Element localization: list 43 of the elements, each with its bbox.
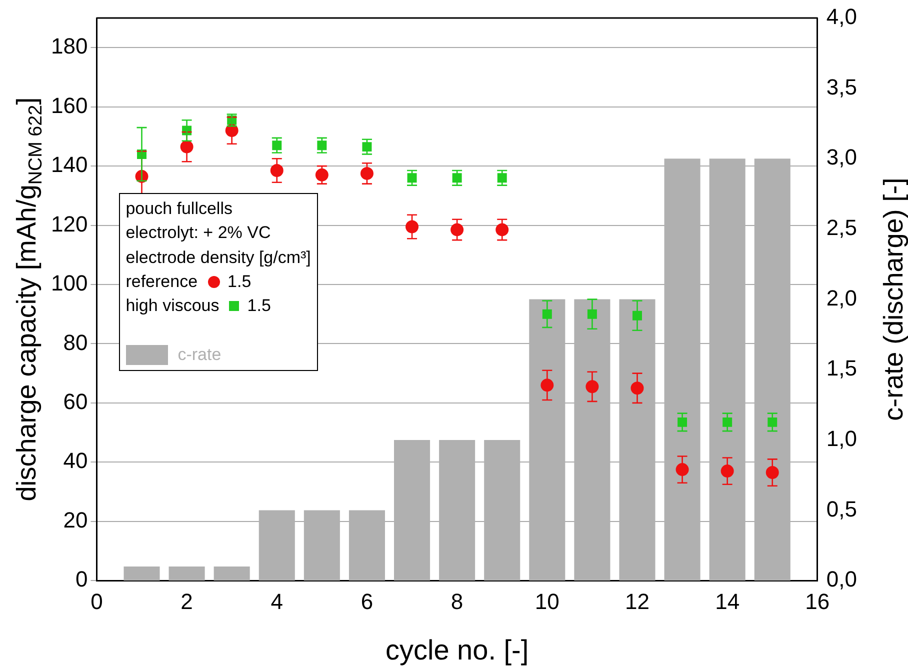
- legend-title: electrode density [g/cm³]: [126, 246, 311, 269]
- y-tick-label: 180: [50, 34, 88, 59]
- text: c-rate: [178, 344, 222, 366]
- y-tick-label: 140: [50, 152, 88, 178]
- y-axis-title: discharge capacity [mAh/gNCM 622]: [11, 97, 46, 502]
- annotation: pouch fullcells: [126, 198, 234, 220]
- y2-tick-label: 1,5: [826, 356, 858, 381]
- x-tick-label: 6: [360, 588, 374, 614]
- annotation: 1.5: [247, 295, 271, 318]
- y-tick-label: 100: [50, 270, 88, 296]
- bar: [214, 566, 250, 581]
- y2-axis-title: c-rate (discharge) [-]: [878, 178, 908, 421]
- x-tick-label: 10: [534, 588, 560, 614]
- y-tick-label: 160: [50, 92, 88, 118]
- legend-label: reference: [126, 270, 198, 293]
- y-tick-label: 80: [63, 330, 88, 355]
- point: [406, 220, 419, 234]
- point: [315, 168, 328, 182]
- legend-label: high viscous: [126, 295, 220, 318]
- x-tick-label: 12: [624, 588, 650, 614]
- y2-tick-label: 0,5: [826, 496, 858, 522]
- y-tick-label: 0: [75, 566, 88, 592]
- y-tick-label: 40: [63, 448, 88, 474]
- y-tick-label: 120: [50, 211, 88, 236]
- bar: [124, 566, 160, 581]
- y2-tick-label: 1,0: [826, 426, 858, 452]
- bar: [168, 566, 205, 581]
- point: [360, 166, 374, 180]
- y2-tick-label: 2,0: [826, 285, 858, 310]
- point: [450, 223, 464, 236]
- annotation: electrolyt: + 2% VC: [126, 222, 272, 244]
- x-tick-label: 4: [270, 588, 284, 614]
- annotation: 1.5: [228, 270, 252, 293]
- x-tick-label: 8: [450, 588, 464, 614]
- x-axis-title: cycle no. [-]: [385, 634, 529, 666]
- y2-tick-label: 3,5: [826, 74, 858, 100]
- y2-tick-label: 2,5: [826, 215, 858, 240]
- y2-tick-label: 4,0: [826, 4, 858, 30]
- y-tick-label: 20: [63, 507, 88, 532]
- x-tick-label: 2: [180, 588, 193, 614]
- y-tick-label: 60: [63, 389, 88, 414]
- x-tick-label: 14: [715, 588, 740, 614]
- y2-tick-label: 3,0: [826, 144, 858, 170]
